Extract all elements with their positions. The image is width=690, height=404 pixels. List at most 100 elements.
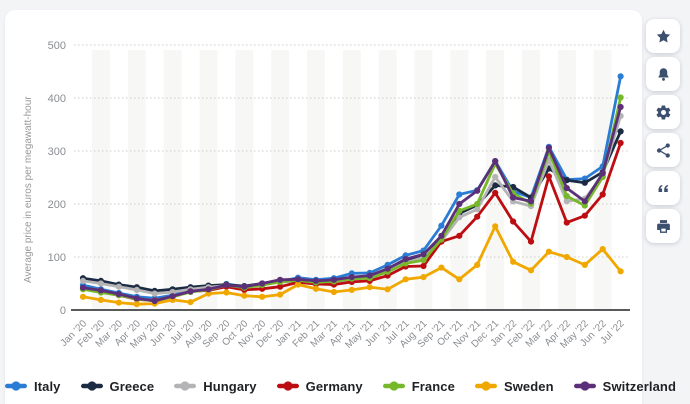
data-point-hungary[interactable] [151,290,158,297]
data-point-greece[interactable] [581,179,588,186]
data-point-hungary[interactable] [492,173,499,181]
data-point-sweden[interactable] [420,274,427,281]
data-point-hungary[interactable] [563,198,570,205]
data-point-sweden[interactable] [581,261,588,268]
data-point-sweden[interactable] [187,299,194,306]
data-point-switzerland[interactable] [545,144,553,151]
data-point-sweden[interactable] [97,296,104,303]
data-point-france[interactable] [617,94,624,101]
data-point-switzerland[interactable] [456,200,463,208]
data-point-germany[interactable] [617,139,624,147]
legend-item-hungary[interactable]: Hungary [173,379,257,394]
data-point-greece[interactable] [492,182,499,189]
data-point-sweden[interactable] [312,285,320,292]
data-point-switzerland[interactable] [509,194,517,201]
data-point-sweden[interactable] [205,290,212,297]
quote-button[interactable] [646,171,680,205]
data-point-sweden[interactable] [223,289,230,296]
data-point-switzerland[interactable] [241,283,248,290]
data-point-sweden[interactable] [277,291,284,298]
data-point-switzerland[interactable] [581,198,588,205]
data-point-switzerland[interactable] [348,274,355,281]
data-point-switzerland[interactable] [492,158,499,165]
data-point-sweden[interactable] [402,276,409,283]
data-point-sweden[interactable] [599,246,606,253]
data-point-germany[interactable] [509,218,517,225]
data-point-germany[interactable] [581,212,588,219]
data-point-hungary[interactable] [474,206,481,213]
data-point-germany[interactable] [456,232,463,239]
data-point-switzerland[interactable] [277,276,284,283]
share-button[interactable] [646,133,680,167]
legend-item-italy[interactable]: Italy [4,379,61,394]
data-point-switzerland[interactable] [312,277,320,284]
data-point-sweden[interactable] [545,248,553,255]
data-point-germany[interactable] [277,283,284,290]
data-point-switzerland[interactable] [79,284,87,291]
data-point-sweden[interactable] [509,258,517,265]
data-point-switzerland[interactable] [294,276,302,283]
data-point-switzerland[interactable] [151,297,158,305]
data-point-germany[interactable] [527,238,535,245]
data-point-hungary[interactable] [79,277,87,284]
data-point-switzerland[interactable] [384,265,391,272]
data-point-germany[interactable] [474,213,481,220]
data-point-switzerland[interactable] [205,286,212,293]
data-point-switzerland[interactable] [187,288,194,295]
data-point-sweden[interactable] [241,292,248,299]
data-point-hungary[interactable] [115,283,122,290]
data-point-italy[interactable] [617,73,624,80]
data-point-switzerland[interactable] [366,272,373,279]
data-point-sweden[interactable] [492,223,499,230]
star-button[interactable] [646,19,680,53]
data-point-france[interactable] [402,260,409,267]
data-point-switzerland[interactable] [402,256,409,263]
data-point-sweden[interactable] [438,264,445,271]
data-point-sweden[interactable] [384,286,391,293]
data-point-sweden[interactable] [79,293,87,300]
data-point-france[interactable] [474,200,481,208]
data-point-greece[interactable] [617,128,624,135]
data-point-sweden[interactable] [348,286,355,293]
data-point-switzerland[interactable] [617,103,624,111]
data-point-switzerland[interactable] [330,276,337,283]
data-point-france[interactable] [581,202,588,209]
data-point-sweden[interactable] [115,299,122,306]
data-point-sweden[interactable] [366,284,373,291]
data-point-switzerland[interactable] [223,282,230,289]
data-point-sweden[interactable] [456,276,463,283]
data-point-sweden[interactable] [330,288,337,296]
bell-button[interactable] [646,57,680,91]
legend-item-greece[interactable]: Greece [80,379,155,394]
data-point-sweden[interactable] [563,253,570,261]
data-point-hungary[interactable] [97,280,104,287]
data-point-sweden[interactable] [527,267,535,274]
data-point-switzerland[interactable] [438,232,445,239]
data-point-switzerland[interactable] [474,187,481,194]
print-button[interactable] [646,209,680,243]
data-point-germany[interactable] [420,262,427,270]
legend-item-france[interactable]: France [382,379,455,394]
data-point-sweden[interactable] [617,268,624,275]
gear-button[interactable] [646,95,680,129]
data-point-germany[interactable] [492,189,499,196]
data-point-france[interactable] [563,193,570,200]
data-point-sweden[interactable] [294,281,302,288]
data-point-italy[interactable] [456,191,463,198]
data-point-switzerland[interactable] [599,170,606,177]
legend-item-sweden[interactable]: Sweden [474,379,554,394]
data-point-france[interactable] [420,257,427,264]
data-point-germany[interactable] [599,191,606,198]
data-point-switzerland[interactable] [527,198,535,205]
data-point-switzerland[interactable] [97,287,104,294]
data-point-switzerland[interactable] [420,251,427,258]
data-point-hungary[interactable] [133,286,140,293]
data-point-germany[interactable] [563,219,570,226]
data-point-italy[interactable] [438,222,445,229]
data-point-sweden[interactable] [133,301,140,308]
legend-item-germany[interactable]: Germany [276,379,363,394]
legend-item-switzerland[interactable]: Switzerland [573,379,676,394]
data-point-switzerland[interactable] [133,295,140,302]
data-point-germany[interactable] [545,173,553,180]
data-point-sweden[interactable] [259,293,266,300]
